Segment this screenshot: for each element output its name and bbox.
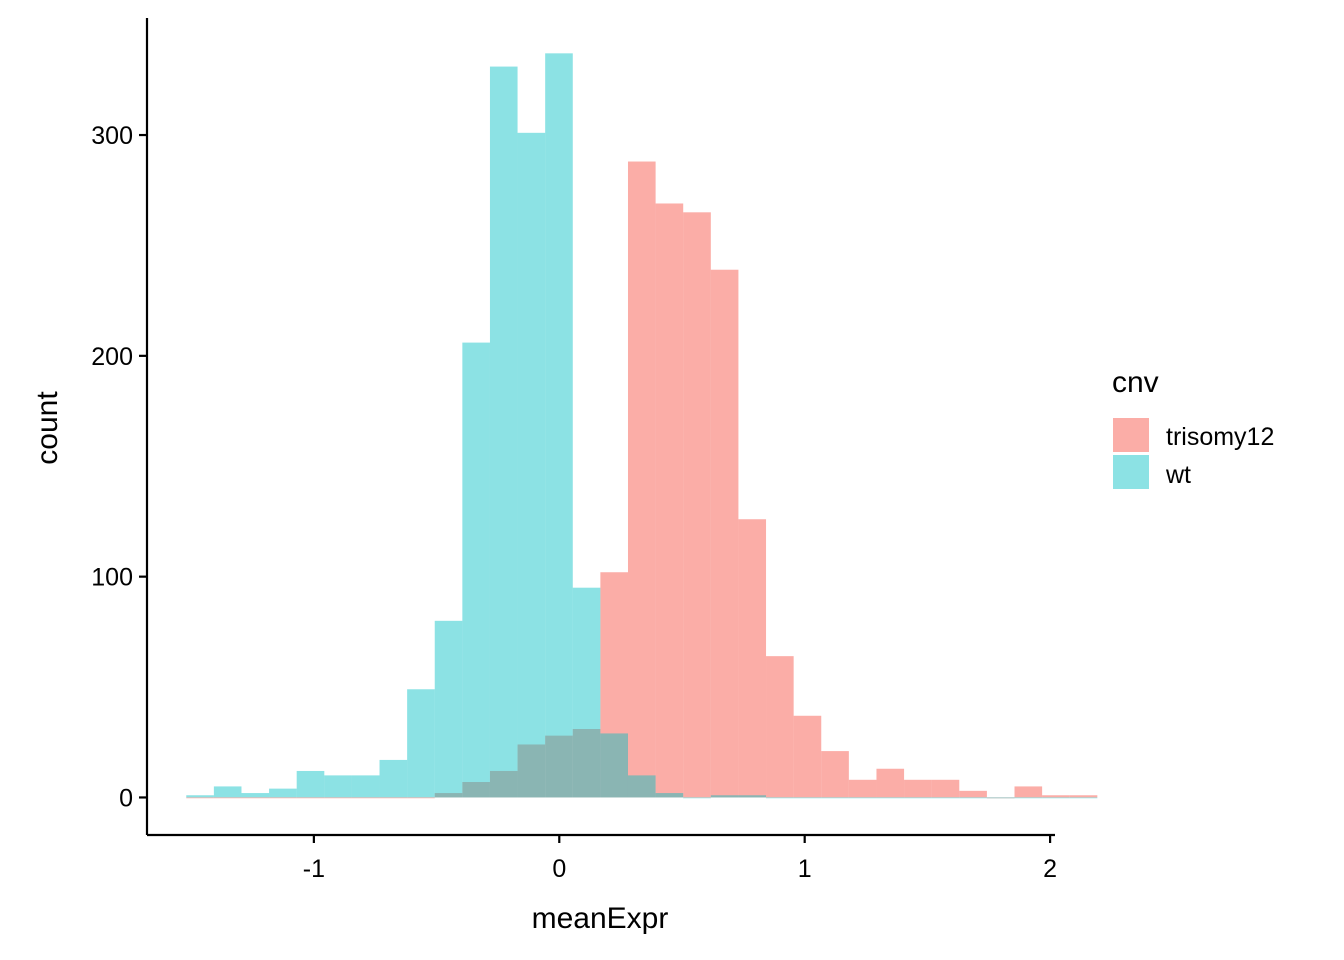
bar-wt-18 xyxy=(683,797,711,799)
x-tick-label: 1 xyxy=(798,855,812,883)
y-axis-ticks: 0 100 200 300 xyxy=(91,122,147,812)
bar-trisomy12-1 xyxy=(213,797,242,799)
x-axis-ticks: -1 0 1 2 xyxy=(303,835,1057,883)
bar-wt-27 xyxy=(931,797,960,799)
bar-wt-28 xyxy=(959,797,987,799)
legend-label-trisomy12: trisomy12 xyxy=(1166,423,1274,451)
y-tick-label: 300 xyxy=(91,122,133,150)
bar-trisomy12-4 xyxy=(296,797,325,799)
bar-trisomy12-0 xyxy=(186,797,214,799)
bar-wt-22 xyxy=(793,797,822,799)
legend-title: cnv xyxy=(1112,366,1159,399)
bar-trisomy12-8 xyxy=(407,797,435,799)
bar-trisomy12-2 xyxy=(241,797,270,799)
legend: cnv trisomy12 wt xyxy=(1112,366,1274,489)
bar-trisomy12-22 xyxy=(793,715,822,798)
y-tick-label: 200 xyxy=(91,343,133,371)
bar-wt-15 xyxy=(600,733,628,798)
x-tick-label: 0 xyxy=(552,855,566,883)
bar-wt-26 xyxy=(904,797,932,799)
bar-wt-19 xyxy=(710,795,739,798)
bar-trisomy12-5 xyxy=(324,797,352,799)
series-wt-bars xyxy=(186,53,1098,799)
bar-trisomy12-6 xyxy=(351,797,380,799)
bar-wt-11 xyxy=(489,66,518,798)
bar-trisomy12-25 xyxy=(876,768,905,798)
bar-wt-7 xyxy=(379,759,408,798)
bar-trisomy12-17 xyxy=(655,203,684,798)
bar-wt-16 xyxy=(627,775,656,798)
bar-wt-24 xyxy=(848,797,877,799)
bar-trisomy12-7 xyxy=(379,797,408,799)
bar-trisomy12-13 xyxy=(545,735,573,798)
bar-wt-9 xyxy=(434,620,463,798)
bar-trisomy12-14 xyxy=(572,729,601,798)
bar-trisomy12-27 xyxy=(931,779,960,798)
bar-trisomy12-30 xyxy=(1014,786,1043,798)
bar-wt-32 xyxy=(1069,797,1098,799)
bar-trisomy12-29 xyxy=(986,797,1015,799)
bar-trisomy12-20 xyxy=(738,519,767,798)
legend-label-wt: wt xyxy=(1165,461,1191,489)
bar-trisomy12-16 xyxy=(627,161,656,798)
bar-wt-14 xyxy=(572,587,601,798)
bar-trisomy12-12 xyxy=(517,744,546,798)
bar-wt-3 xyxy=(269,788,297,798)
bar-trisomy12-19 xyxy=(710,269,739,798)
legend-key-trisomy12 xyxy=(1113,418,1149,452)
bar-wt-5 xyxy=(324,775,352,798)
bar-wt-4 xyxy=(296,770,325,798)
bar-trisomy12-21 xyxy=(766,656,794,798)
y-tick-label: 100 xyxy=(91,564,133,592)
bar-trisomy12-9 xyxy=(434,793,463,798)
x-tick-label: -1 xyxy=(303,855,325,883)
bar-trisomy12-15 xyxy=(600,572,628,798)
bar-trisomy12-26 xyxy=(904,779,932,798)
bar-trisomy12-32 xyxy=(1069,795,1098,798)
y-tick-label: 0 xyxy=(119,784,133,812)
bar-trisomy12-23 xyxy=(821,751,849,798)
bar-wt-10 xyxy=(462,342,490,798)
bar-wt-30 xyxy=(1014,797,1043,799)
bar-trisomy12-28 xyxy=(959,790,987,798)
bar-wt-12 xyxy=(517,132,546,798)
bar-wt-1 xyxy=(213,786,242,798)
y-axis-title: count xyxy=(31,391,64,465)
bar-wt-8 xyxy=(407,689,435,798)
bar-wt-31 xyxy=(1042,797,1070,799)
legend-key-wt xyxy=(1113,455,1149,489)
bar-wt-25 xyxy=(876,797,905,799)
bar-trisomy12-31 xyxy=(1042,795,1070,798)
bar-trisomy12-18 xyxy=(683,212,711,798)
bar-wt-29 xyxy=(986,797,1015,799)
series-trisomy12-bars xyxy=(186,161,1098,799)
x-tick-label: 2 xyxy=(1043,855,1057,883)
bar-wt-0 xyxy=(186,795,214,798)
bar-trisomy12-3 xyxy=(269,797,297,799)
bar-wt-2 xyxy=(241,793,270,798)
x-axis-title: meanExpr xyxy=(532,902,669,935)
bar-trisomy12-24 xyxy=(848,779,877,798)
bar-wt-20 xyxy=(738,795,767,798)
bar-wt-17 xyxy=(655,793,684,798)
bar-wt-23 xyxy=(821,797,849,799)
bar-trisomy12-10 xyxy=(462,782,490,798)
bar-wt-6 xyxy=(351,775,380,798)
bar-wt-21 xyxy=(766,797,794,799)
bar-wt-13 xyxy=(545,53,573,798)
bar-trisomy12-11 xyxy=(489,770,518,798)
